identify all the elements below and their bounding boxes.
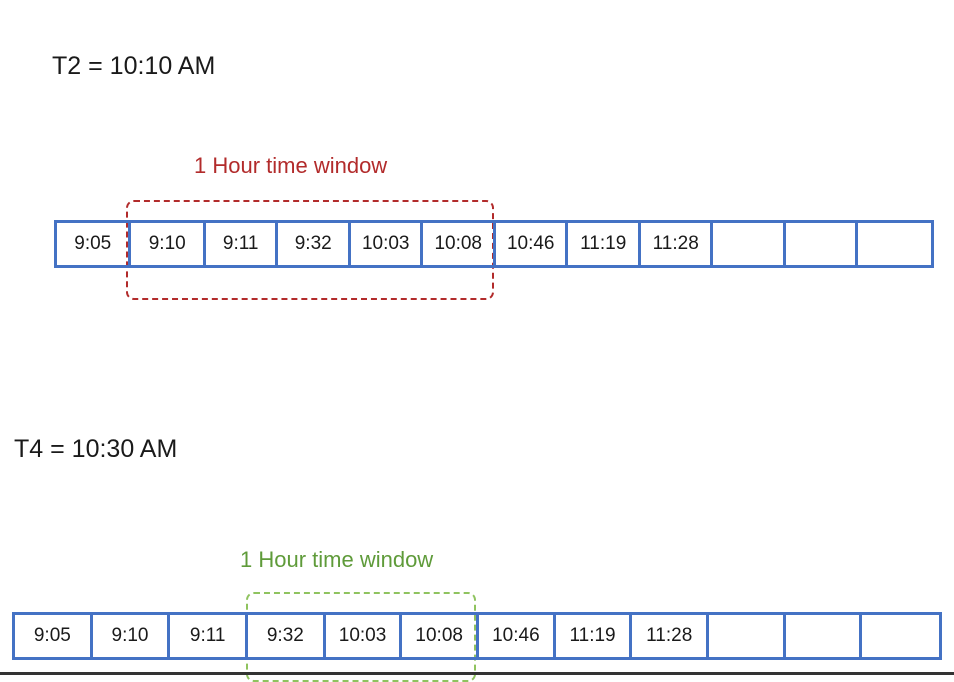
- timestamp-cell: 10:08: [423, 223, 496, 265]
- timestamp-cell-empty: [858, 223, 930, 265]
- timestamp-cell: 11:28: [632, 615, 710, 657]
- timestamp-cell: 9:11: [206, 223, 279, 265]
- timestamp-cell-empty: [862, 615, 939, 657]
- timestamp-cell: 10:03: [351, 223, 424, 265]
- timestamp-cell: 10:46: [496, 223, 569, 265]
- timestamp-cell: 11:19: [568, 223, 641, 265]
- window-label-2: 1 Hour time window: [240, 547, 434, 572]
- timestamp-cell: 11:19: [556, 615, 633, 657]
- timestamp-cell: 11:28: [641, 223, 714, 265]
- timestamp-cell: 9:32: [248, 615, 326, 657]
- bottom-divider: [0, 672, 954, 675]
- timestamp-strip-1: 9:05 9:10 9:11 9:32 10:03 10:08 10:46 11…: [54, 220, 934, 268]
- timestamp-cell: 9:32: [278, 223, 351, 265]
- timestamp-cell-empty: [709, 615, 786, 657]
- timestamp-strip-2: 9:05 9:10 9:11 9:32 10:03 10:08 10:46 11…: [12, 612, 942, 660]
- timestamp-cell: 10:08: [402, 615, 480, 657]
- timestamp-cell: 9:05: [57, 223, 132, 265]
- timestamp-cell-empty: [786, 615, 863, 657]
- timestamp-cell-empty: [713, 223, 786, 265]
- timestamp-cell: 9:11: [170, 615, 249, 657]
- timestamp-cell: 9:05: [15, 615, 93, 657]
- timestamp-cell: 9:10: [93, 615, 171, 657]
- timestamp-cell-empty: [786, 223, 859, 265]
- timestamp-cell: 10:03: [326, 615, 403, 657]
- timestamp-cell: 10:46: [479, 615, 556, 657]
- t2-title: T2 = 10:10 AM: [52, 52, 216, 80]
- window-label-1: 1 Hour time window: [194, 153, 388, 178]
- t4-title: T4 = 10:30 AM: [14, 435, 178, 463]
- timestamp-cell: 9:10: [131, 223, 206, 265]
